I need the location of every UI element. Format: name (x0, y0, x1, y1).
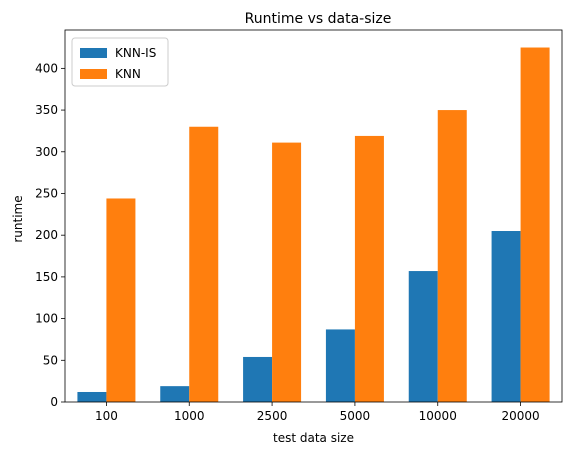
bar-knn-2500 (272, 143, 301, 402)
chart-title: Runtime vs data-size (245, 11, 392, 27)
bar-knn-is-100 (77, 392, 106, 402)
legend-label-knn-is: KNN-IS (115, 46, 156, 60)
bar-knn-is-20000 (492, 231, 521, 402)
bar-knn-20000 (521, 48, 550, 402)
y-tick-label: 100 (35, 312, 58, 326)
x-tick-label: 10000 (419, 409, 457, 423)
x-tick-label: 5000 (340, 409, 371, 423)
y-tick-label: 50 (43, 353, 58, 367)
y-tick-label: 150 (35, 270, 58, 284)
bar-knn-is-1000 (160, 386, 189, 402)
y-tick-label: 0 (50, 395, 58, 409)
legend-label-knn: KNN (115, 67, 141, 81)
bar-knn-5000 (355, 136, 384, 402)
bar-knn-1000 (189, 127, 218, 402)
x-axis-label: test data size (273, 431, 354, 445)
y-tick-label: 300 (35, 145, 58, 159)
bar-knn-is-10000 (409, 271, 438, 402)
y-tick-label: 400 (35, 61, 58, 75)
x-tick-label: 1000 (174, 409, 205, 423)
bar-knn-is-2500 (243, 357, 272, 402)
legend-swatch-knn (80, 69, 107, 79)
x-tick-label: 20000 (501, 409, 539, 423)
bar-knn-is-5000 (326, 329, 355, 402)
bar-knn-10000 (438, 110, 467, 402)
legend-swatch-knn-is (80, 48, 107, 58)
x-tick-label: 100 (95, 409, 118, 423)
legend: KNN-IS KNN (72, 38, 168, 86)
x-tick-label: 2500 (257, 409, 288, 423)
bars-layer (77, 48, 549, 402)
y-tick-label: 200 (35, 228, 58, 242)
y-tick-label: 350 (35, 103, 58, 117)
y-axis-label: runtime (11, 195, 25, 242)
bar-knn-100 (106, 198, 135, 402)
y-tick-label: 250 (35, 186, 58, 200)
